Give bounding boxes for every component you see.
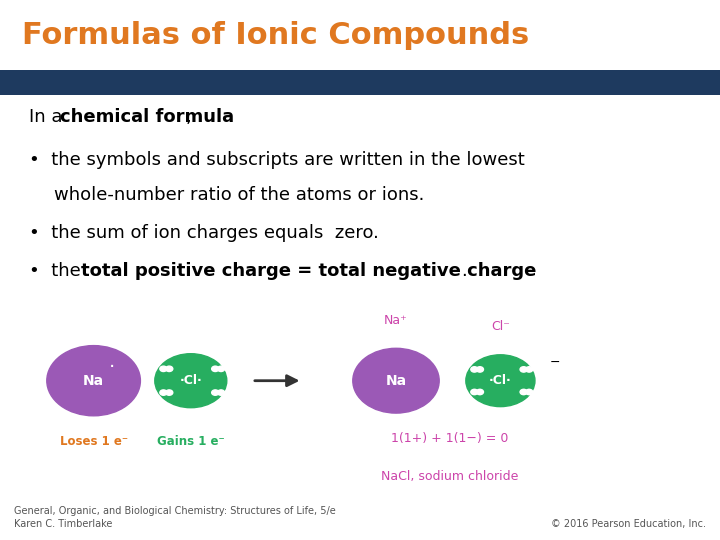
Text: 1(1+) + 1(1−) = 0: 1(1+) + 1(1−) = 0 bbox=[391, 432, 509, 445]
FancyBboxPatch shape bbox=[0, 0, 720, 73]
Circle shape bbox=[471, 367, 478, 372]
Text: •  the: • the bbox=[29, 262, 86, 280]
Text: NaCl, sodium chloride: NaCl, sodium chloride bbox=[382, 470, 518, 483]
Text: +: + bbox=[426, 350, 436, 360]
Circle shape bbox=[155, 354, 227, 408]
Circle shape bbox=[160, 366, 167, 372]
Text: •  the symbols and subscripts are written in the lowest: • the symbols and subscripts are written… bbox=[29, 151, 525, 169]
FancyBboxPatch shape bbox=[0, 70, 720, 94]
Text: Na: Na bbox=[385, 374, 407, 388]
Text: Formulas of Ionic Compounds: Formulas of Ionic Compounds bbox=[22, 21, 529, 50]
Text: General, Organic, and Biological Chemistry: Structures of Life, 5/e
Karen C. Tim: General, Organic, and Biological Chemist… bbox=[14, 506, 336, 529]
Text: In a: In a bbox=[29, 108, 68, 126]
Circle shape bbox=[166, 366, 173, 372]
Text: •  the sum of ion charges equals  zero.: • the sum of ion charges equals zero. bbox=[29, 224, 379, 242]
Circle shape bbox=[477, 367, 484, 372]
Circle shape bbox=[212, 366, 219, 372]
Text: whole-number ratio of the atoms or ions.: whole-number ratio of the atoms or ions. bbox=[54, 186, 424, 204]
Text: © 2016 Pearson Education, Inc.: © 2016 Pearson Education, Inc. bbox=[551, 519, 706, 529]
Text: ,: , bbox=[186, 108, 192, 126]
Text: Na: Na bbox=[83, 374, 104, 388]
Text: [: [ bbox=[142, 366, 153, 395]
Text: ·Cl·: ·Cl· bbox=[179, 374, 202, 387]
Circle shape bbox=[526, 389, 533, 395]
Circle shape bbox=[477, 389, 484, 395]
Text: [: [ bbox=[453, 367, 464, 395]
Text: Loses 1 e⁻: Loses 1 e⁻ bbox=[60, 435, 127, 448]
Text: −: − bbox=[550, 356, 560, 369]
Text: ]: ] bbox=[228, 366, 240, 395]
Text: Cl⁻: Cl⁻ bbox=[491, 320, 510, 333]
Text: Na⁺: Na⁺ bbox=[384, 314, 408, 327]
Text: ·Cl·: ·Cl· bbox=[489, 374, 512, 387]
Circle shape bbox=[520, 367, 527, 372]
Text: .: . bbox=[462, 262, 467, 280]
Text: ·: · bbox=[109, 357, 114, 377]
Text: total positive charge = total negative charge: total positive charge = total negative c… bbox=[81, 262, 536, 280]
Circle shape bbox=[466, 355, 535, 407]
Circle shape bbox=[217, 366, 225, 372]
Circle shape bbox=[160, 390, 167, 395]
Circle shape bbox=[526, 367, 533, 372]
Circle shape bbox=[47, 346, 140, 416]
Text: chemical formula: chemical formula bbox=[60, 108, 234, 126]
Circle shape bbox=[353, 348, 439, 413]
Text: ]: ] bbox=[540, 367, 552, 395]
Circle shape bbox=[520, 389, 527, 395]
Circle shape bbox=[217, 390, 225, 395]
Circle shape bbox=[166, 390, 173, 395]
Text: Gains 1 e⁻: Gains 1 e⁻ bbox=[157, 435, 225, 448]
Circle shape bbox=[212, 390, 219, 395]
Circle shape bbox=[471, 389, 478, 395]
